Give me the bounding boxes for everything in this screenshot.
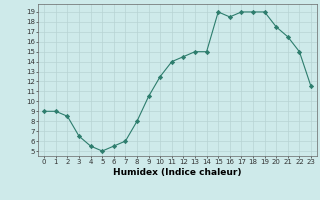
X-axis label: Humidex (Indice chaleur): Humidex (Indice chaleur) <box>113 168 242 177</box>
